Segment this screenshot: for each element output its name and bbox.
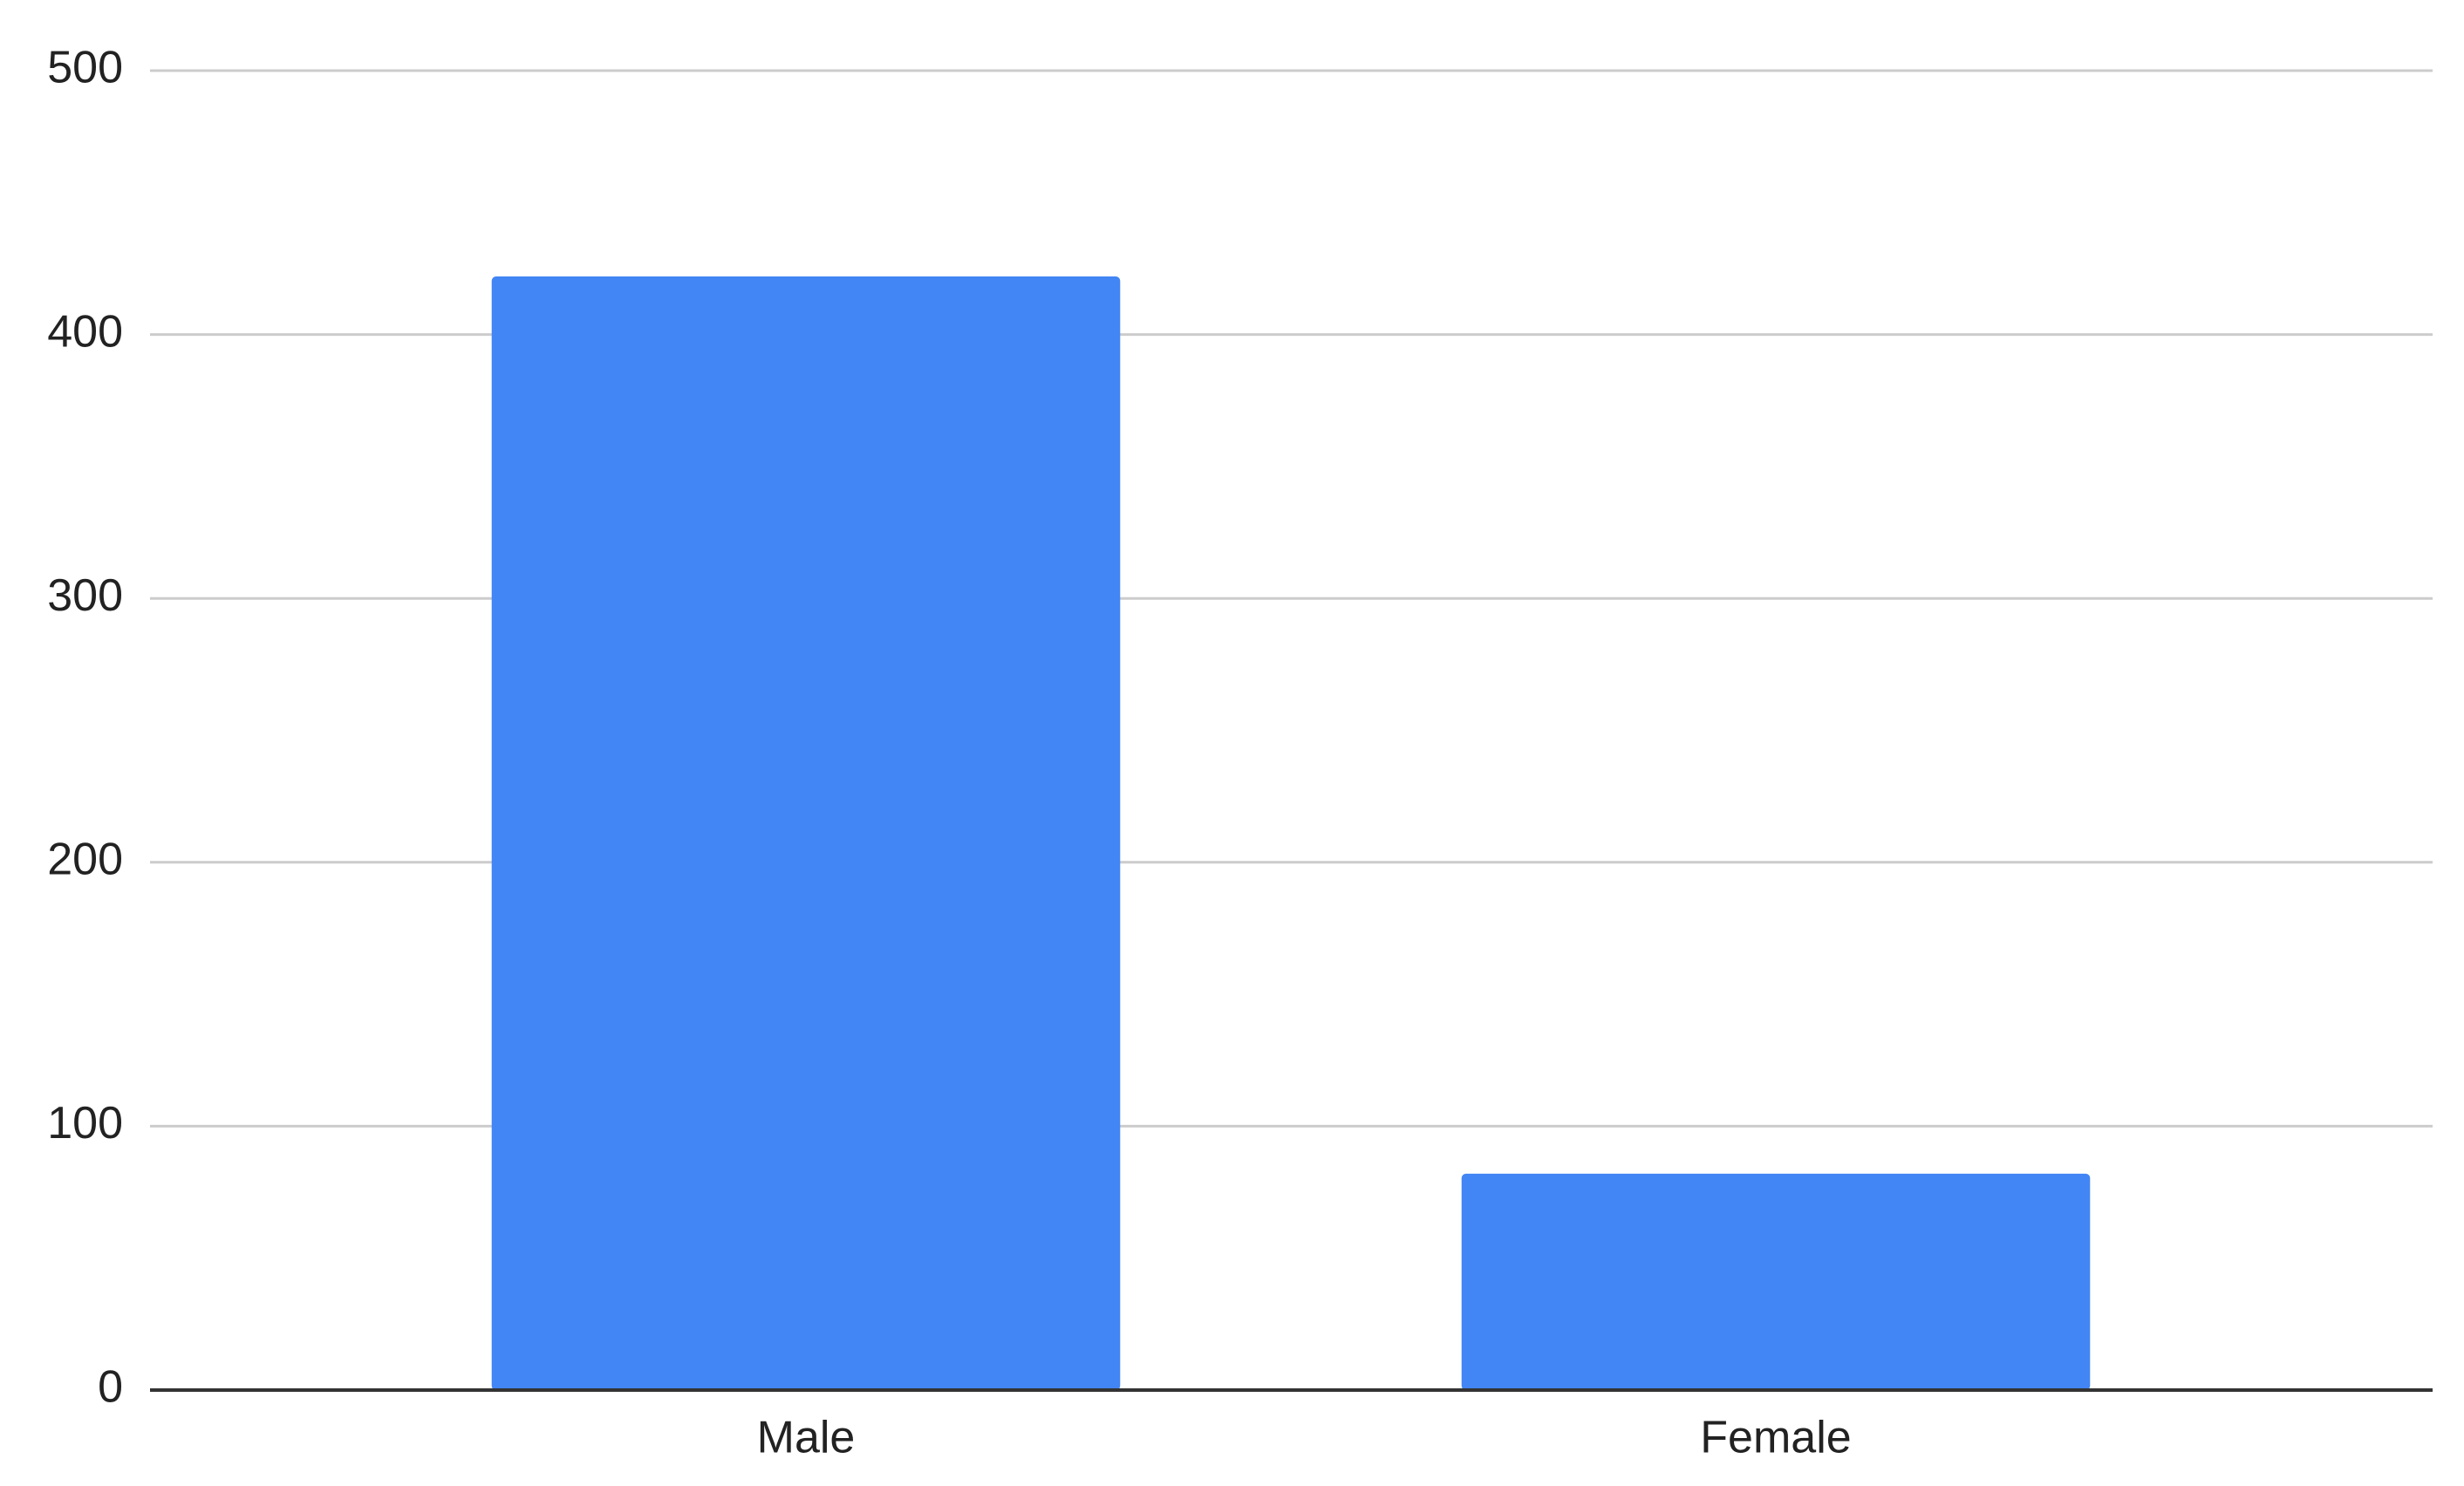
y-tick-label: 0 [98,1362,123,1413]
y-tick-label: 500 [47,43,123,93]
y-tick-label: 300 [47,570,123,621]
y-tick-label: 200 [47,835,123,885]
bar [1461,1173,2091,1390]
bar [491,276,1121,1390]
y-tick-label: 100 [47,1098,123,1149]
x-tick-label: Male [757,1413,856,1463]
y-tick-label: 400 [47,306,123,357]
x-tick-label: Female [1700,1413,1851,1463]
